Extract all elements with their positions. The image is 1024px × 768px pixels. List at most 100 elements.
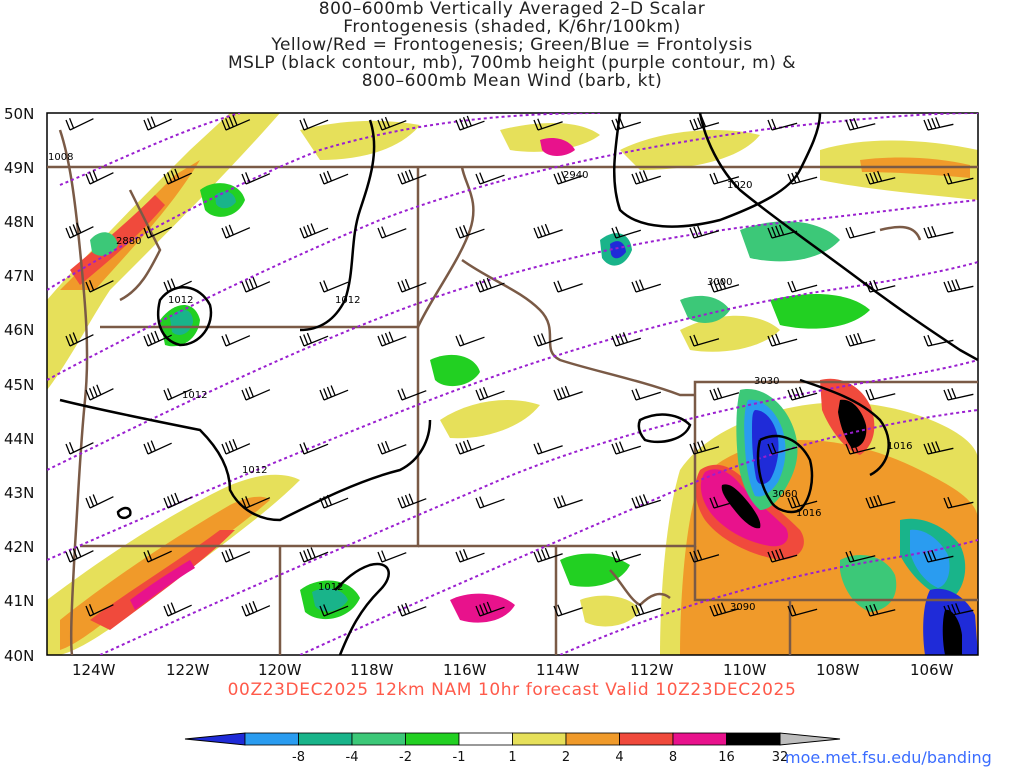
wind-barb [533,223,563,239]
wind-barb [299,332,329,347]
lat-label: 50N [4,105,34,123]
wind-barb [845,441,876,455]
wind-barb [553,604,583,617]
title-line-1: 800–600mb Vertically Averaged 2–D Scalar [318,0,706,19]
mslp-label: 1016 [887,441,912,452]
mslp-label: 1012 [182,390,207,401]
wind-barb [611,550,642,563]
political-borders [47,129,978,655]
wind-barb [65,332,94,347]
title-line-2: Frontogenesis (shaded, K/6hr/100km) [343,17,681,37]
mslp-label: 1012 [318,582,343,593]
wind-barb [709,172,740,185]
mslp-label: 1012 [242,465,267,476]
colorbar-segment [672,732,727,746]
wind-barb [65,118,94,131]
valid-time-label: 00Z23DEC2025 12km NAM 10hr forecast Vali… [227,680,797,700]
wind-barb [787,171,818,185]
wind-barb [845,332,876,347]
lat-label: 48N [4,213,34,231]
wind-barb [767,548,798,563]
mslp-label: 1012 [335,295,360,306]
wind-barb [397,493,427,509]
colorbar-segment [619,732,674,746]
wind-barb [65,546,94,563]
wind-barb [143,116,172,131]
wind-barb [533,442,563,455]
colorbar-arrow-high [779,732,841,746]
wind-barb [943,603,974,617]
wind-barb [377,226,407,239]
height-label: 3000 [707,277,732,288]
wind-barb [85,494,114,509]
wind-barb [787,280,818,293]
wind-barb [221,224,251,239]
colorbar-tick-label: -8 [292,750,305,765]
latitude-axis: 50N 49N 48N 47N 46N 45N 44N 43N 42N 41N … [4,105,34,665]
wind-barb [143,550,172,563]
wind-barb [65,442,94,455]
wind-barb [319,170,349,185]
lon-label: 112W [630,661,674,679]
wind-barb [163,278,192,293]
wind-barb [611,226,642,239]
wind-barb [163,168,192,185]
colorbar-tick-label: 1 [508,750,516,765]
mslp-label: 1008 [48,152,73,163]
colorbar-tick-label: 4 [615,750,623,765]
lon-label: 106W [910,661,954,679]
wind-barb [923,226,954,239]
wind-barb [923,117,954,131]
lon-label: 118W [350,661,394,679]
wind-barb [553,495,583,509]
wind-barb [475,601,505,617]
wind-barb [767,442,798,455]
wind-barb [865,388,896,401]
wind-barb [221,334,251,347]
wind-barb [299,547,329,563]
height-label: 3090 [730,602,755,613]
wind-barb [241,172,271,185]
chart-title: 800–600mb Vertically Averaged 2–D Scalar… [0,0,1024,90]
wind-barb [85,170,114,185]
wind-barb [709,278,740,293]
wind-barb [533,547,563,563]
lat-label: 41N [4,592,34,610]
wind-barb [319,494,349,509]
wind-barb [299,118,329,131]
lon-label: 122W [166,661,210,679]
mslp-contours [59,113,978,655]
colorbar-tick-label: -1 [453,750,466,765]
mslp-label: 1012 [168,295,193,306]
colorbar-segment [298,732,353,746]
wind-barb [299,442,329,455]
wind-barb [241,600,271,617]
wind-barb [397,388,427,401]
wind-barb [397,169,427,185]
colorbar-tick-label: 32 [772,750,789,765]
wind-barb [163,492,192,509]
title-line-5: 800–600mb Mean Wind (barb, kt) [361,71,663,91]
wind-barb [865,494,896,509]
wind-barb [475,172,505,185]
source-url[interactable]: moe.met.fsu.edu/banding [785,748,992,767]
longitude-axis: 124W 122W 120W 118W 116W 114W 112W 110W … [72,661,954,679]
lat-label: 42N [4,538,34,556]
wind-barb [611,332,642,347]
colorbar-tick-label: 8 [669,750,677,765]
lat-label: 43N [4,484,34,502]
wind-barb [163,388,192,401]
lon-label: 114W [536,661,580,679]
title-line-4: MSLP (black contour, mb), 700mb height (… [227,53,797,73]
colorbar-segment [351,732,406,746]
wind-barb [377,440,407,455]
wind-barb [455,225,485,239]
height-label: 2940 [563,170,588,181]
wind-barb [611,441,642,455]
wind-barb [865,170,896,185]
wind-barb [377,331,407,347]
colorbar-tick-label: 2 [562,750,570,765]
wind-barb [65,222,94,239]
wind-barb [923,550,954,563]
